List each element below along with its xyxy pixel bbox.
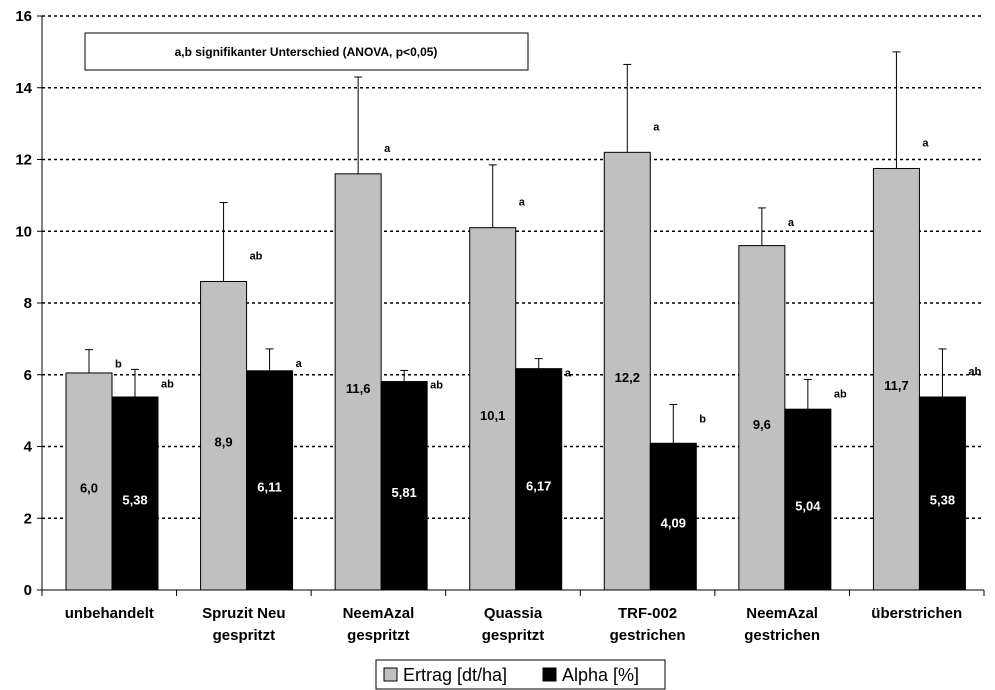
significance-label: a — [653, 121, 660, 133]
category-label: NeemAzal — [343, 605, 415, 622]
significance-label: b — [115, 359, 122, 371]
value-label: 12,2 — [615, 370, 640, 385]
bars — [65, 51, 966, 591]
y-tick-label: 16 — [15, 8, 32, 25]
significance-label: ab — [834, 388, 847, 400]
significance-label: a — [296, 358, 303, 370]
annotation-box: a,b signifikanter Unterschied (ANOVA, p<… — [84, 32, 529, 71]
significance-label: a — [922, 137, 929, 149]
category-label: gestrichen — [610, 627, 686, 644]
significance-label: ab — [430, 379, 443, 391]
category-label: gespritzt — [347, 627, 410, 644]
value-label: 5,04 — [795, 499, 821, 514]
significance-label: a — [519, 197, 526, 209]
legend-frame — [375, 659, 666, 690]
labels: 02468101214166,0b5,38abunbehandelt8,9ab6… — [15, 8, 981, 644]
value-label: 11,7 — [884, 378, 909, 393]
significance-label: a — [788, 217, 795, 229]
value-label: 6,11 — [257, 479, 282, 494]
bar-ertrag — [65, 372, 113, 591]
bar-ertrag — [334, 173, 382, 591]
legend-label-alpha: Alpha [%] — [562, 665, 639, 685]
annotation-text: a,b signifikanter Unterschied (ANOVA, p<… — [175, 45, 438, 59]
y-tick-label: 12 — [15, 152, 32, 169]
value-label: 9,6 — [753, 417, 771, 432]
category-label: NeemAzal — [746, 605, 818, 622]
legend-swatch-ertrag — [383, 667, 398, 682]
y-tick-label: 6 — [24, 367, 32, 384]
legend-label-ertrag: Ertrag [dt/ha] — [403, 665, 507, 685]
value-label: 4,09 — [661, 516, 686, 531]
category-label: gestrichen — [744, 627, 820, 644]
bar-alpha — [784, 408, 832, 591]
significance-label: ab — [161, 378, 174, 390]
significance-label: ab — [250, 250, 263, 262]
y-tick-label: 8 — [24, 295, 32, 312]
legend-swatch-alpha — [542, 667, 557, 682]
category-label: überstrichen — [871, 605, 962, 622]
y-tick-label: 14 — [15, 80, 32, 97]
y-tick-label: 10 — [15, 223, 32, 240]
axes — [37, 15, 985, 596]
y-tick-label: 2 — [24, 510, 32, 527]
bar-ertrag — [872, 167, 920, 591]
value-label: 8,9 — [215, 435, 233, 450]
bar-alpha — [246, 370, 294, 591]
bar-alpha — [649, 442, 697, 591]
legend: Ertrag [dt/ha] Alpha [%] — [375, 659, 666, 690]
category-label: unbehandelt — [65, 605, 154, 622]
value-label: 6,0 — [80, 480, 98, 495]
significance-label: ab — [968, 366, 981, 378]
value-label: 11,6 — [346, 381, 371, 396]
value-label: 6,17 — [526, 478, 551, 493]
category-label: gespritzt — [482, 627, 545, 644]
value-label: 10,1 — [480, 408, 505, 423]
value-label: 5,81 — [391, 485, 416, 500]
bar-ertrag — [738, 245, 786, 591]
category-label: TRF-002 — [618, 605, 677, 622]
value-label: 5,38 — [122, 492, 147, 507]
bar-alpha — [111, 396, 159, 591]
category-label: gespritzt — [213, 627, 276, 644]
bar-alpha — [515, 368, 563, 591]
y-tick-label: 4 — [24, 439, 33, 456]
significance-label: a — [384, 143, 391, 155]
significance-label: a — [565, 368, 572, 380]
y-tick-label: 0 — [24, 582, 32, 599]
category-label: Quassia — [484, 605, 543, 622]
value-label: 5,38 — [930, 492, 955, 507]
significance-label: b — [699, 414, 706, 426]
annotation-frame — [84, 32, 529, 71]
category-label: Spruzit Neu — [202, 605, 285, 622]
